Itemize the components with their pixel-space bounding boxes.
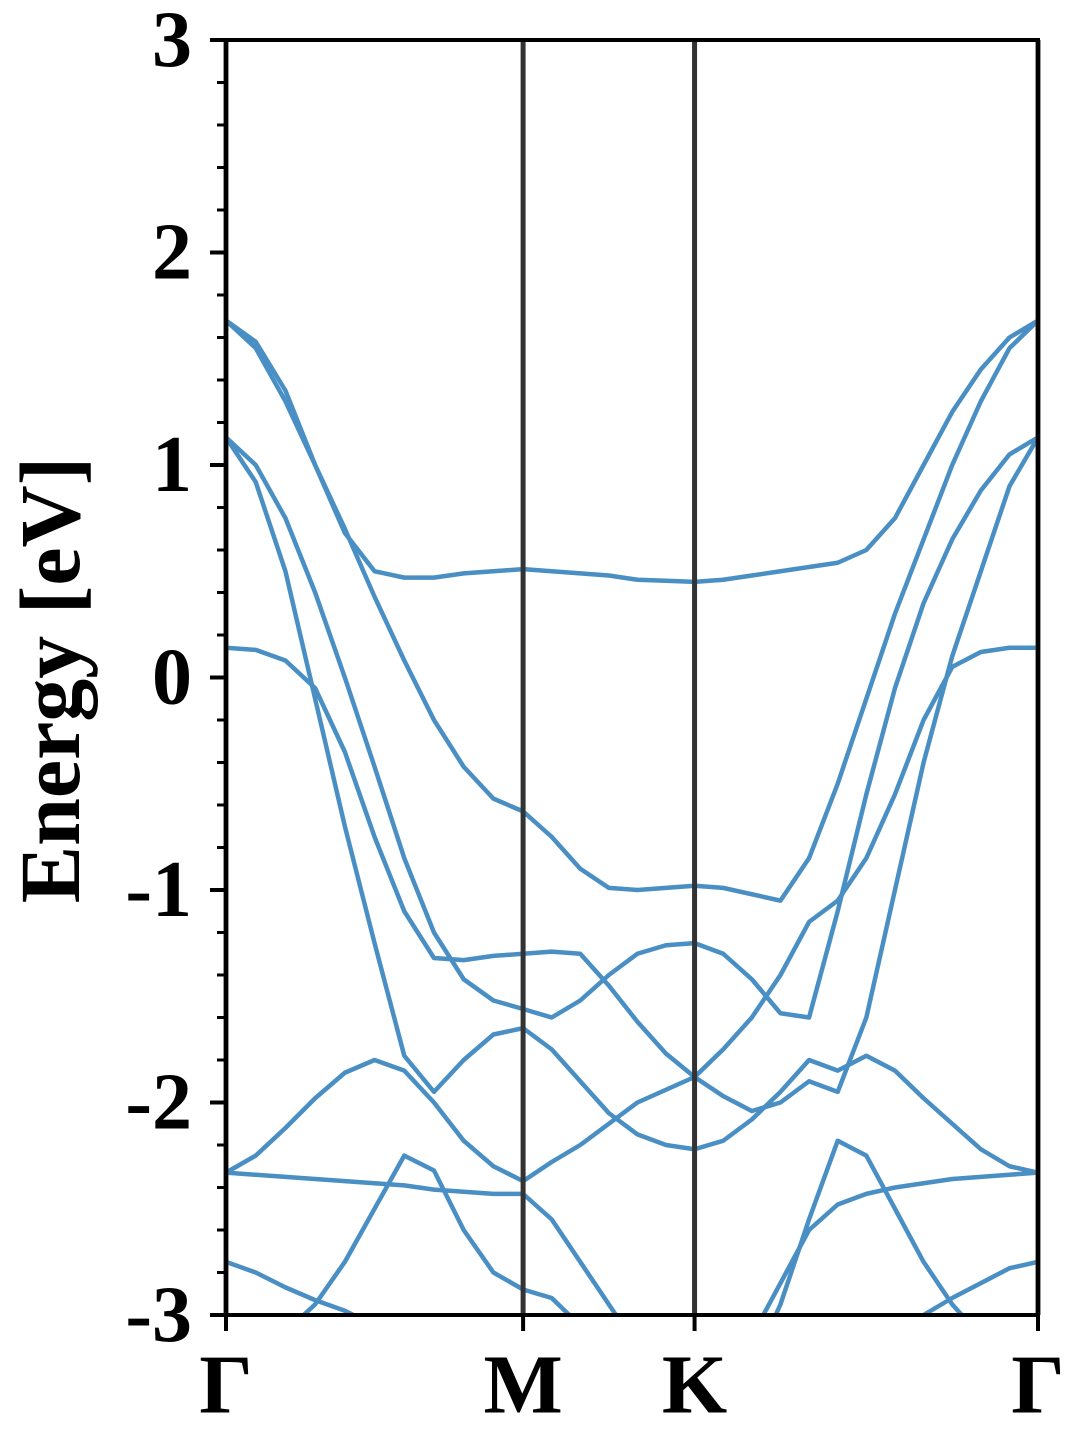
band-line [226,436,1038,1175]
band-line [300,1138,965,1315]
band-line [226,436,1038,1114]
y-tick-label: 2 [152,209,192,297]
y-axis-label: Energy [eV] [2,457,98,904]
plot-frame [224,38,1040,1317]
band-line [226,1170,1038,1315]
x-tick-label: K [662,1339,727,1432]
y-tick-label: -1 [125,846,192,934]
band-line [226,645,1038,1184]
x-tick-label: Γ [199,1339,252,1432]
band-line [226,318,1038,903]
band-line [226,1259,1038,1315]
y-tick-label: -3 [125,1271,192,1359]
y-tick-label: 0 [152,634,192,722]
band-line [226,318,1038,585]
x-tick-label: Γ [1011,1339,1064,1432]
y-tick-label: 3 [152,0,192,84]
band-line [226,435,1038,1020]
bands [226,318,1038,1315]
y-tick-label: -2 [125,1059,192,1147]
x-tick-label: M [483,1339,562,1432]
y-tick-label: 1 [152,421,192,509]
